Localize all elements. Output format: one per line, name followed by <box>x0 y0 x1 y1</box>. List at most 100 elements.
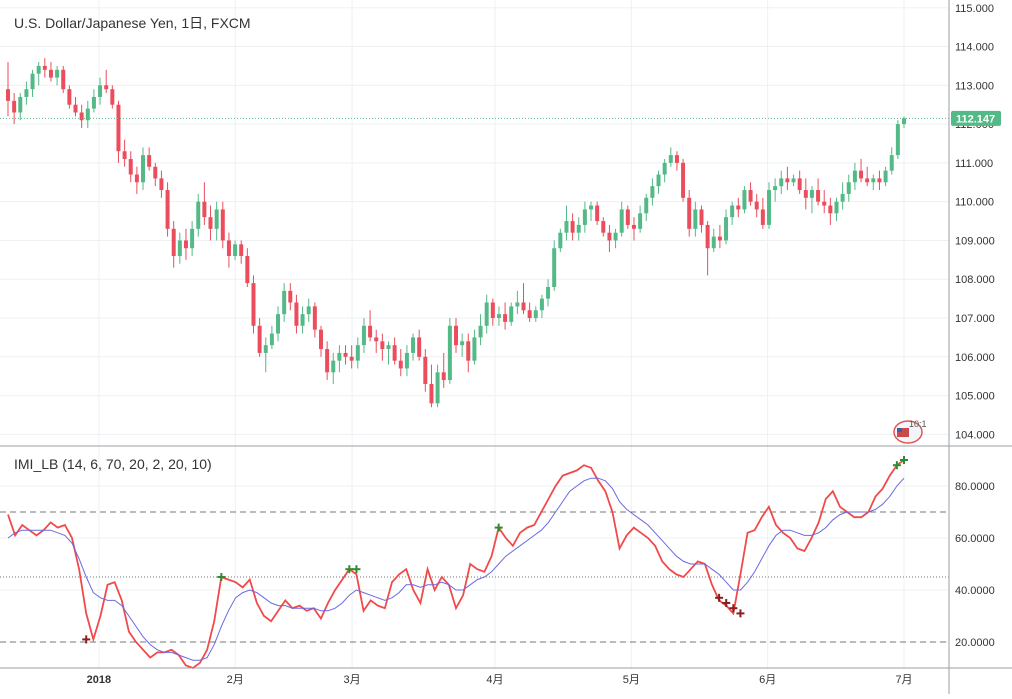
candle[interactable] <box>343 345 348 365</box>
candle[interactable] <box>681 159 686 202</box>
candle[interactable] <box>91 89 96 113</box>
candle[interactable] <box>202 182 207 225</box>
candle[interactable] <box>42 58 47 78</box>
candle[interactable] <box>576 217 581 241</box>
candle[interactable] <box>85 100 90 128</box>
candle[interactable] <box>650 178 655 206</box>
candle[interactable] <box>724 209 729 245</box>
candle[interactable] <box>404 345 409 377</box>
price-pane[interactable] <box>0 58 949 408</box>
candle[interactable] <box>865 166 870 187</box>
candle[interactable] <box>355 337 360 369</box>
candle[interactable] <box>104 69 109 94</box>
candle[interactable] <box>141 147 146 191</box>
candle[interactable] <box>429 364 434 408</box>
candle[interactable] <box>159 170 164 198</box>
candle[interactable] <box>73 96 78 117</box>
candle[interactable] <box>257 318 262 357</box>
candle[interactable] <box>306 298 311 322</box>
candle[interactable] <box>711 228 716 253</box>
candle[interactable] <box>423 349 428 392</box>
candle[interactable] <box>239 240 244 264</box>
candle[interactable] <box>294 294 299 334</box>
flag-badge[interactable]: 10:1 <box>893 419 927 444</box>
candle[interactable] <box>644 193 649 222</box>
candle[interactable] <box>441 352 446 388</box>
candle[interactable] <box>251 275 256 334</box>
candle[interactable] <box>490 298 495 326</box>
candle[interactable] <box>699 205 704 233</box>
candle[interactable] <box>717 224 722 249</box>
candle[interactable] <box>760 197 765 229</box>
candle[interactable] <box>110 85 115 109</box>
candle[interactable] <box>361 318 366 353</box>
candle[interactable] <box>196 193 201 237</box>
candle[interactable] <box>233 240 238 260</box>
candle[interactable] <box>877 170 882 191</box>
candle[interactable] <box>662 159 667 183</box>
candle[interactable] <box>374 329 379 353</box>
candle[interactable] <box>30 69 35 97</box>
candle[interactable] <box>147 147 152 171</box>
candle[interactable] <box>631 217 636 241</box>
candle[interactable] <box>742 186 747 214</box>
candle[interactable] <box>797 170 802 194</box>
candle[interactable] <box>282 283 287 322</box>
candle[interactable] <box>766 182 771 229</box>
candle[interactable] <box>613 228 618 249</box>
candle[interactable] <box>245 248 250 287</box>
candle[interactable] <box>539 294 544 319</box>
candle[interactable] <box>582 201 587 233</box>
candle[interactable] <box>61 65 66 94</box>
candle[interactable] <box>595 201 600 225</box>
candle[interactable] <box>177 232 182 264</box>
candle[interactable] <box>503 302 508 330</box>
candle[interactable] <box>165 182 170 237</box>
candle[interactable] <box>656 170 661 194</box>
candle[interactable] <box>484 294 489 334</box>
candle[interactable] <box>816 178 821 206</box>
candle[interactable] <box>183 228 188 260</box>
candle[interactable] <box>325 341 330 381</box>
candle[interactable] <box>79 104 84 128</box>
candle[interactable] <box>208 205 213 241</box>
candle[interactable] <box>269 325 274 350</box>
candle[interactable] <box>619 201 624 237</box>
candle[interactable] <box>300 306 305 334</box>
candle[interactable] <box>398 349 403 377</box>
candle[interactable] <box>312 302 317 338</box>
candle[interactable] <box>454 318 458 353</box>
indicator-series-signal[interactable] <box>7 477 905 661</box>
candle[interactable] <box>460 333 465 357</box>
candle[interactable] <box>687 190 692 237</box>
candle[interactable] <box>509 302 514 326</box>
candle[interactable] <box>24 81 29 105</box>
candle[interactable] <box>318 325 323 357</box>
candle[interactable] <box>515 290 520 315</box>
candle[interactable] <box>55 65 60 86</box>
indicator-pane[interactable] <box>0 456 949 670</box>
candle[interactable] <box>128 151 133 183</box>
candle[interactable] <box>773 178 778 202</box>
indicator-series-main[interactable] <box>7 459 905 670</box>
candle[interactable] <box>852 162 857 191</box>
candle[interactable] <box>263 337 268 373</box>
candle[interactable] <box>846 174 851 202</box>
candle[interactable] <box>466 333 471 373</box>
candle[interactable] <box>607 224 612 253</box>
candle[interactable] <box>748 182 753 206</box>
candle[interactable] <box>472 329 477 365</box>
candle[interactable] <box>546 279 551 307</box>
candle[interactable] <box>883 166 888 187</box>
candle[interactable] <box>67 85 72 109</box>
candle[interactable] <box>153 162 158 187</box>
candle[interactable] <box>288 283 293 311</box>
candle[interactable] <box>871 174 876 191</box>
candle[interactable] <box>625 205 630 229</box>
candle[interactable] <box>895 120 900 160</box>
candle[interactable] <box>478 314 483 346</box>
candle[interactable] <box>791 174 796 187</box>
candle[interactable] <box>859 159 864 183</box>
candle[interactable] <box>417 329 422 361</box>
candle[interactable] <box>889 147 894 175</box>
